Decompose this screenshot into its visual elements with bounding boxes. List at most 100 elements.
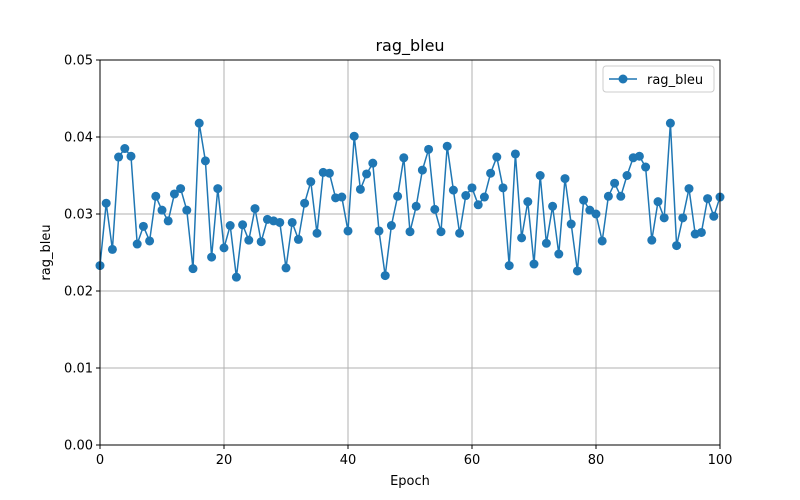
data-point bbox=[467, 183, 477, 193]
data-point bbox=[678, 213, 688, 223]
data-point bbox=[665, 118, 675, 128]
data-point bbox=[399, 153, 409, 163]
data-point bbox=[492, 152, 502, 162]
data-point bbox=[535, 171, 545, 180]
x-tick-label: 60 bbox=[464, 453, 481, 468]
legend-box bbox=[602, 65, 715, 93]
data-point bbox=[169, 189, 179, 199]
data-point bbox=[182, 205, 192, 215]
data-point bbox=[659, 213, 669, 223]
data-point bbox=[461, 191, 471, 201]
data-point bbox=[200, 156, 210, 166]
data-point bbox=[442, 141, 452, 151]
data-point bbox=[430, 204, 440, 214]
data-point bbox=[138, 221, 148, 231]
data-point bbox=[145, 236, 155, 246]
plot-frame bbox=[99, 59, 721, 446]
series-layer bbox=[95, 118, 725, 282]
legend-label: rag_bleu bbox=[647, 73, 703, 88]
data-point bbox=[281, 263, 291, 273]
chart-title: rag_bleu bbox=[375, 36, 444, 56]
data-point bbox=[641, 162, 651, 172]
data-point bbox=[653, 197, 663, 207]
data-point bbox=[114, 152, 124, 162]
data-point bbox=[163, 216, 173, 226]
data-point bbox=[517, 233, 527, 243]
data-point bbox=[510, 149, 520, 159]
data-point bbox=[219, 243, 229, 253]
data-point bbox=[709, 211, 719, 221]
data-point bbox=[349, 131, 359, 141]
data-point bbox=[473, 200, 483, 210]
data-point bbox=[188, 264, 198, 274]
data-point bbox=[393, 191, 403, 201]
data-point bbox=[312, 228, 322, 238]
data-point bbox=[238, 220, 248, 230]
y-tick-label: 0.04 bbox=[64, 131, 93, 146]
x-axis-label: Epoch bbox=[390, 474, 430, 489]
data-point bbox=[151, 191, 161, 201]
data-point bbox=[300, 198, 310, 208]
data-point bbox=[498, 183, 508, 193]
data-point bbox=[622, 171, 632, 180]
data-point bbox=[424, 144, 434, 154]
x-tick-label: 100 bbox=[708, 453, 733, 468]
legend: rag_bleu bbox=[602, 65, 715, 93]
data-point bbox=[157, 205, 167, 215]
data-point bbox=[293, 234, 303, 244]
data-point bbox=[703, 194, 713, 204]
data-point bbox=[566, 219, 576, 229]
data-point bbox=[579, 195, 589, 205]
data-point bbox=[120, 144, 130, 154]
data-point bbox=[554, 249, 564, 259]
data-point bbox=[256, 237, 266, 247]
data-point bbox=[610, 178, 620, 188]
data-point bbox=[486, 168, 496, 178]
data-point bbox=[448, 185, 458, 195]
y-tick-label: 0.03 bbox=[64, 208, 93, 223]
data-point bbox=[244, 235, 254, 245]
y-tick-label: 0.01 bbox=[64, 362, 93, 377]
data-point bbox=[306, 177, 316, 187]
data-point bbox=[380, 271, 390, 281]
data-point bbox=[343, 226, 353, 236]
data-point bbox=[523, 197, 533, 207]
data-point bbox=[647, 235, 657, 245]
data-point bbox=[355, 184, 365, 194]
x-tick-label: 40 bbox=[340, 453, 357, 468]
x-tick-label: 0 bbox=[96, 453, 104, 468]
axis-ticks: 0 20 40 60 80 100 0.00 0.01 0.02 0.03 0.04 0.05 bbox=[64, 54, 732, 469]
data-point bbox=[101, 198, 111, 208]
data-point bbox=[684, 184, 694, 194]
data-point bbox=[250, 204, 260, 214]
x-tick-label: 80 bbox=[588, 453, 605, 468]
x-tick-label: 20 bbox=[216, 453, 233, 468]
data-point bbox=[529, 259, 539, 269]
data-point bbox=[436, 227, 446, 237]
data-point bbox=[672, 241, 682, 251]
data-point bbox=[541, 238, 551, 248]
data-point bbox=[287, 217, 297, 227]
data-point bbox=[386, 221, 396, 231]
data-point bbox=[368, 158, 378, 168]
data-point bbox=[374, 226, 384, 236]
data-point bbox=[634, 151, 644, 161]
data-point bbox=[597, 236, 607, 246]
data-point bbox=[405, 227, 415, 237]
data-point bbox=[455, 228, 465, 238]
data-point bbox=[225, 221, 235, 231]
y-tick-label: 0.05 bbox=[64, 54, 93, 69]
data-point bbox=[696, 227, 706, 237]
y-tick-label: 0.02 bbox=[64, 285, 93, 300]
data-point bbox=[176, 184, 186, 194]
data-point bbox=[213, 184, 223, 194]
data-point bbox=[231, 272, 241, 282]
data-point bbox=[337, 192, 347, 202]
legend-marker-swatch bbox=[618, 74, 628, 84]
data-point bbox=[560, 174, 570, 184]
data-point bbox=[107, 244, 117, 254]
data-point bbox=[479, 192, 489, 202]
data-point bbox=[616, 191, 626, 201]
